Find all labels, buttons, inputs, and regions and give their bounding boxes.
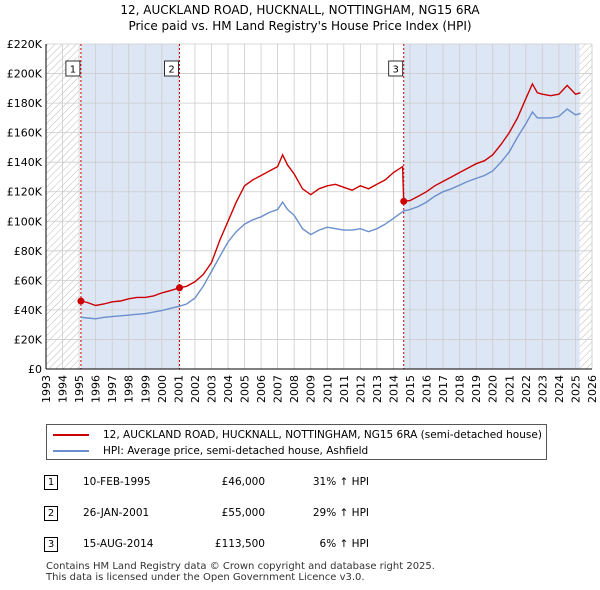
- transaction-price: £113,500: [214, 538, 265, 550]
- transaction-number: 2: [44, 506, 58, 521]
- legend-swatch-property: [53, 434, 89, 436]
- x-tick-label: 2025: [569, 375, 582, 403]
- y-tick-label: £100K: [7, 215, 43, 228]
- y-tick-label: £40K: [14, 304, 43, 317]
- x-tick-label: 2019: [470, 375, 483, 403]
- sale-point: [400, 197, 408, 205]
- x-tick-label: 2009: [305, 375, 318, 403]
- footer: Contains HM Land Registry data © Crown c…: [46, 561, 435, 583]
- x-tick-label: 2010: [321, 375, 334, 403]
- y-tick-label: £140K: [7, 156, 43, 169]
- x-tick-label: 2002: [189, 375, 202, 403]
- x-tick-label: 2018: [454, 375, 467, 403]
- y-tick-label: £0: [28, 363, 42, 376]
- transaction-date: 15-AUG-2014: [83, 538, 154, 550]
- legend-label-property: 12, AUCKLAND ROAD, HUCKNALL, NOTTINGHAM,…: [103, 429, 542, 441]
- sale-point: [77, 297, 85, 305]
- transaction-row: 3 15-AUG-2014 £113,500 6% ↑ HPI: [0, 535, 600, 555]
- price-chart: 12, AUCKLAND ROAD, HUCKNALL, NOTTINGHAM,…: [7, 3, 599, 403]
- legend-label-hpi: HPI: Average price, semi-detached house,…: [103, 445, 369, 457]
- sale-label: 3: [393, 65, 399, 76]
- legend-swatch-hpi: [53, 450, 89, 452]
- legend-item-property: 12, AUCKLAND ROAD, HUCKNALL, NOTTINGHAM,…: [53, 427, 542, 443]
- x-tick-label: 2011: [338, 375, 351, 403]
- sale-label: 1: [70, 65, 76, 76]
- shaded-region: [403, 44, 580, 369]
- y-tick-label: £80K: [14, 245, 43, 258]
- x-tick-label: 1995: [73, 375, 86, 403]
- x-tick-label: 2020: [487, 375, 500, 403]
- sale-label: 2: [168, 65, 174, 76]
- x-tick-label: 2004: [222, 375, 235, 403]
- transaction-price: £46,000: [221, 476, 265, 488]
- sale-label-box: [65, 60, 81, 77]
- chart-title: 12, AUCKLAND ROAD, HUCKNALL, NOTTINGHAM,…: [120, 3, 480, 17]
- y-tick-label: £200K: [7, 68, 43, 81]
- y-tick-label: £120K: [7, 186, 43, 199]
- x-tick-label: 1996: [90, 375, 103, 403]
- x-tick-label: 2012: [354, 375, 367, 403]
- chart-subtitle: Price paid vs. HM Land Registry's House …: [128, 19, 471, 33]
- x-tick-label: 2000: [156, 375, 169, 403]
- transaction-row: 1 10-FEB-1995 £46,000 31% ↑ HPI: [0, 473, 600, 493]
- x-tick-label: 2007: [272, 375, 285, 403]
- footer-copyright: Contains HM Land Registry data © Crown c…: [46, 561, 435, 572]
- x-tick-label: 2013: [371, 375, 384, 403]
- transaction-hpi-diff: 31% ↑ HPI: [312, 476, 369, 488]
- y-tick-label: £220K: [7, 38, 43, 51]
- x-tick-label: 2024: [553, 375, 566, 403]
- plot-area: £0 £20K £40K £60K £80K £100K £120K £140K £160K £1…: [7, 38, 599, 403]
- legend: 12, AUCKLAND ROAD, HUCKNALL, NOTTINGHAM,…: [46, 424, 547, 460]
- x-tick-label: 2026: [586, 375, 599, 403]
- y-tick-label: £160K: [7, 127, 43, 140]
- transaction-row: 2 26-JAN-2001 £55,000 29% ↑ HPI: [0, 504, 600, 524]
- hatched-region: [579, 44, 592, 369]
- x-tick-label: 2006: [255, 375, 268, 403]
- x-tick-label: 2015: [404, 375, 417, 403]
- x-tick-label: 2008: [288, 375, 301, 403]
- x-tick-label: 2017: [437, 375, 450, 403]
- series-line: [80, 108, 581, 320]
- x-tick-label: 1994: [57, 375, 70, 403]
- x-tick-label: 1999: [139, 375, 152, 403]
- x-tick-label: 2023: [536, 375, 549, 403]
- sale-point: [176, 284, 184, 292]
- x-tick-label: 1998: [123, 375, 136, 403]
- sale-label-box: [164, 60, 179, 77]
- transaction-date: 26-JAN-2001: [83, 507, 150, 519]
- x-tick-label: 2014: [387, 375, 400, 403]
- transaction-number: 1: [44, 475, 58, 490]
- sale-label-box: [388, 60, 404, 77]
- x-tick-label: 2016: [421, 375, 434, 403]
- transaction-price: £55,000: [221, 507, 265, 519]
- x-tick-label: 2022: [520, 375, 533, 403]
- series-line: [80, 82, 581, 307]
- y-tick-label: £20K: [14, 333, 43, 346]
- transaction-hpi-diff: 29% ↑ HPI: [312, 507, 369, 519]
- x-tick-label: 1993: [40, 375, 53, 403]
- x-tick-label: 2003: [205, 375, 218, 403]
- x-tick-label: 2021: [503, 375, 516, 403]
- legend-item-hpi: HPI: Average price, semi-detached house,…: [53, 443, 368, 459]
- transaction-date: 10-FEB-1995: [83, 476, 151, 488]
- transaction-hpi-diff: 6% ↑ HPI: [319, 538, 369, 550]
- x-tick-label: 1997: [106, 375, 119, 403]
- footer-licence: This data is licensed under the Open Gov…: [46, 572, 365, 583]
- y-tick-label: £60K: [14, 274, 43, 287]
- x-tick-label: 2005: [239, 375, 252, 403]
- x-tick-label: 2001: [172, 375, 185, 403]
- y-tick-label: £180K: [7, 97, 43, 110]
- transaction-number: 3: [44, 537, 58, 552]
